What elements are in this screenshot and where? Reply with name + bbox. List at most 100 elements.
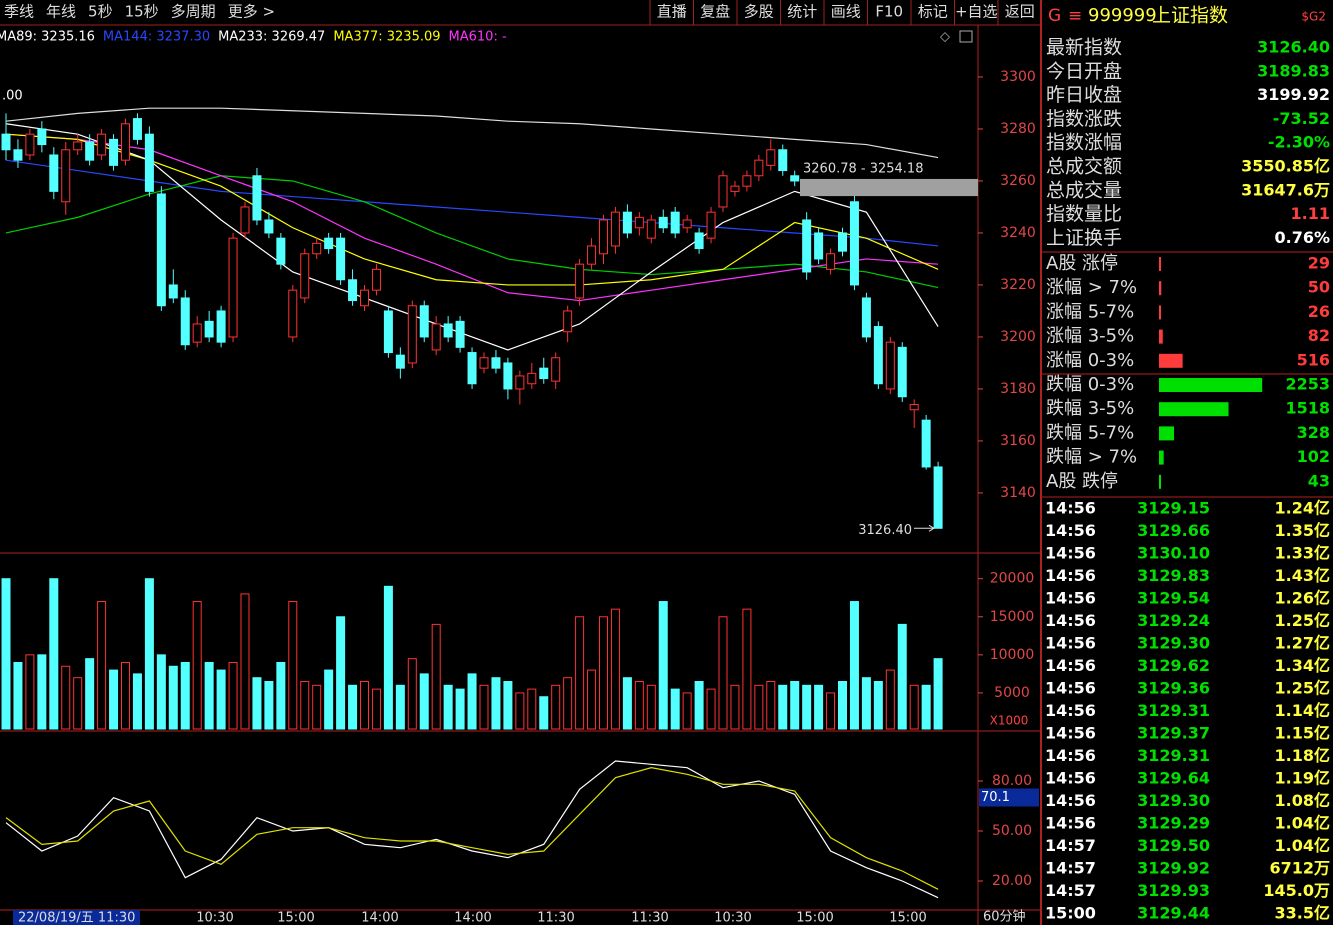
ma-line — [5, 133, 939, 302]
volume-bar — [264, 681, 274, 730]
breadth-value: 1518 — [1285, 399, 1330, 418]
volume-bar — [658, 601, 668, 730]
volume-bar — [479, 684, 489, 730]
ma-line — [5, 133, 939, 286]
toolbar-button[interactable]: 年线 — [46, 3, 76, 21]
volume-bar — [575, 616, 585, 730]
settings-icon[interactable]: ◇ — [940, 30, 950, 45]
volume-bar — [706, 688, 716, 730]
toolbar-button[interactable]: 多股 — [744, 3, 774, 21]
volume-bar — [395, 684, 405, 730]
volume-bar — [622, 677, 632, 730]
candle-body — [873, 326, 883, 385]
tick-time: 14:56 — [1045, 814, 1096, 833]
volume-bar — [766, 681, 776, 730]
last-price-label: 3126.40 — [858, 523, 912, 538]
period-label[interactable]: 60分钟 — [983, 909, 1026, 925]
volume-bar — [933, 658, 943, 730]
volume-bar — [730, 684, 740, 730]
volume-bar — [634, 681, 644, 730]
candle-body — [300, 253, 310, 299]
candle-body — [252, 175, 262, 221]
breadth-value: 26 — [1308, 302, 1330, 321]
candle-body — [849, 201, 859, 286]
tick-price: 3129.24 — [1137, 611, 1210, 630]
candle-body — [670, 211, 680, 234]
volume-bar — [742, 608, 752, 730]
candle-body — [790, 175, 800, 182]
volume-bar — [192, 601, 202, 730]
toolbar-button[interactable]: +自选 — [955, 3, 998, 21]
y-tick-label: 5000 — [994, 685, 1030, 701]
volume-bar — [407, 658, 417, 730]
tick-volume: 1.43亿 — [1275, 566, 1330, 585]
y-tick-label: 3180 — [1000, 381, 1036, 397]
tick-volume: 1.33亿 — [1275, 544, 1330, 563]
header-menu[interactable]: ≡ — [1068, 6, 1082, 26]
volume-bar — [515, 692, 525, 730]
volume-bar — [371, 688, 381, 730]
volume-bar — [61, 665, 71, 730]
volume-bar — [814, 684, 824, 730]
quote-value: 3189.83 — [1257, 61, 1330, 80]
candle-body — [180, 297, 190, 346]
volume-bar — [778, 684, 788, 730]
corner-label: .00 — [2, 89, 23, 104]
tick-price: 3129.93 — [1137, 881, 1210, 900]
ma-line — [5, 123, 939, 351]
breadth-label: A股 涨停 — [1046, 253, 1118, 274]
volume-bar — [204, 661, 214, 730]
quote-label: 总成交额 — [1046, 156, 1122, 178]
tick-time: 14:56 — [1045, 634, 1096, 653]
toolbar-button[interactable]: 15秒 — [125, 3, 159, 21]
candle-body — [97, 133, 107, 156]
breadth-bar — [1159, 329, 1163, 344]
candle-body — [121, 123, 130, 161]
candle-body — [467, 352, 477, 385]
toolbar-button[interactable]: 更多 > — [228, 3, 275, 21]
breadth-value: 43 — [1308, 471, 1330, 490]
candle-body — [49, 154, 59, 192]
toolbar-button[interactable]: 标记 — [918, 3, 948, 21]
tick-time: 14:56 — [1045, 566, 1096, 585]
toolbar-button[interactable]: 季线 — [4, 3, 34, 21]
y-tick-label: 3200 — [1000, 329, 1036, 345]
toolbar-button[interactable]: 画线 — [831, 3, 861, 21]
breadth-bar — [1159, 474, 1161, 489]
volume-bar — [132, 673, 142, 730]
breadth-bar — [1159, 378, 1263, 392]
candle-body — [419, 305, 429, 338]
y-tick-label: 10000 — [990, 647, 1035, 663]
volume-bar — [897, 623, 907, 730]
toolbar-button[interactable]: 直播 — [657, 3, 687, 21]
toolbar-button[interactable]: 多周期 — [171, 3, 216, 21]
x-tick-label: 15:00 — [277, 911, 314, 925]
ma-legend: MA144: 3237.30 — [103, 30, 210, 45]
volume-bar — [300, 681, 310, 730]
tick-price: 3129.54 — [1137, 589, 1210, 608]
toolbar-button[interactable]: F10 — [875, 3, 903, 21]
candle-body — [144, 133, 154, 192]
quote-value: -2.30% — [1268, 133, 1330, 152]
toolbar-button[interactable]: 统计 — [787, 3, 817, 21]
volume-bar — [97, 601, 107, 730]
volume-bar — [491, 677, 501, 730]
candle-body — [228, 237, 238, 338]
toolbar-button[interactable]: 返回 — [1005, 3, 1035, 21]
quote-value: -73.52 — [1273, 109, 1330, 128]
y-tick-label: 20000 — [990, 571, 1035, 587]
x-tick-label: 10:30 — [196, 911, 233, 925]
y-tick-label: 20.00 — [992, 873, 1032, 889]
breadth-label: 涨幅 3-5% — [1046, 326, 1134, 347]
candle-body — [85, 141, 95, 161]
candle-body — [515, 375, 525, 390]
candle-body — [587, 245, 597, 265]
candle-body — [658, 216, 668, 229]
tick-price: 3129.31 — [1137, 746, 1210, 765]
window-icon[interactable] — [959, 30, 973, 43]
toolbar-button[interactable]: 5秒 — [88, 3, 113, 21]
toolbar-button[interactable]: 复盘 — [700, 3, 730, 21]
y-tick-label: 3220 — [1000, 277, 1036, 293]
x-tick-label: 22/08/19/五 11:30 — [18, 911, 135, 925]
